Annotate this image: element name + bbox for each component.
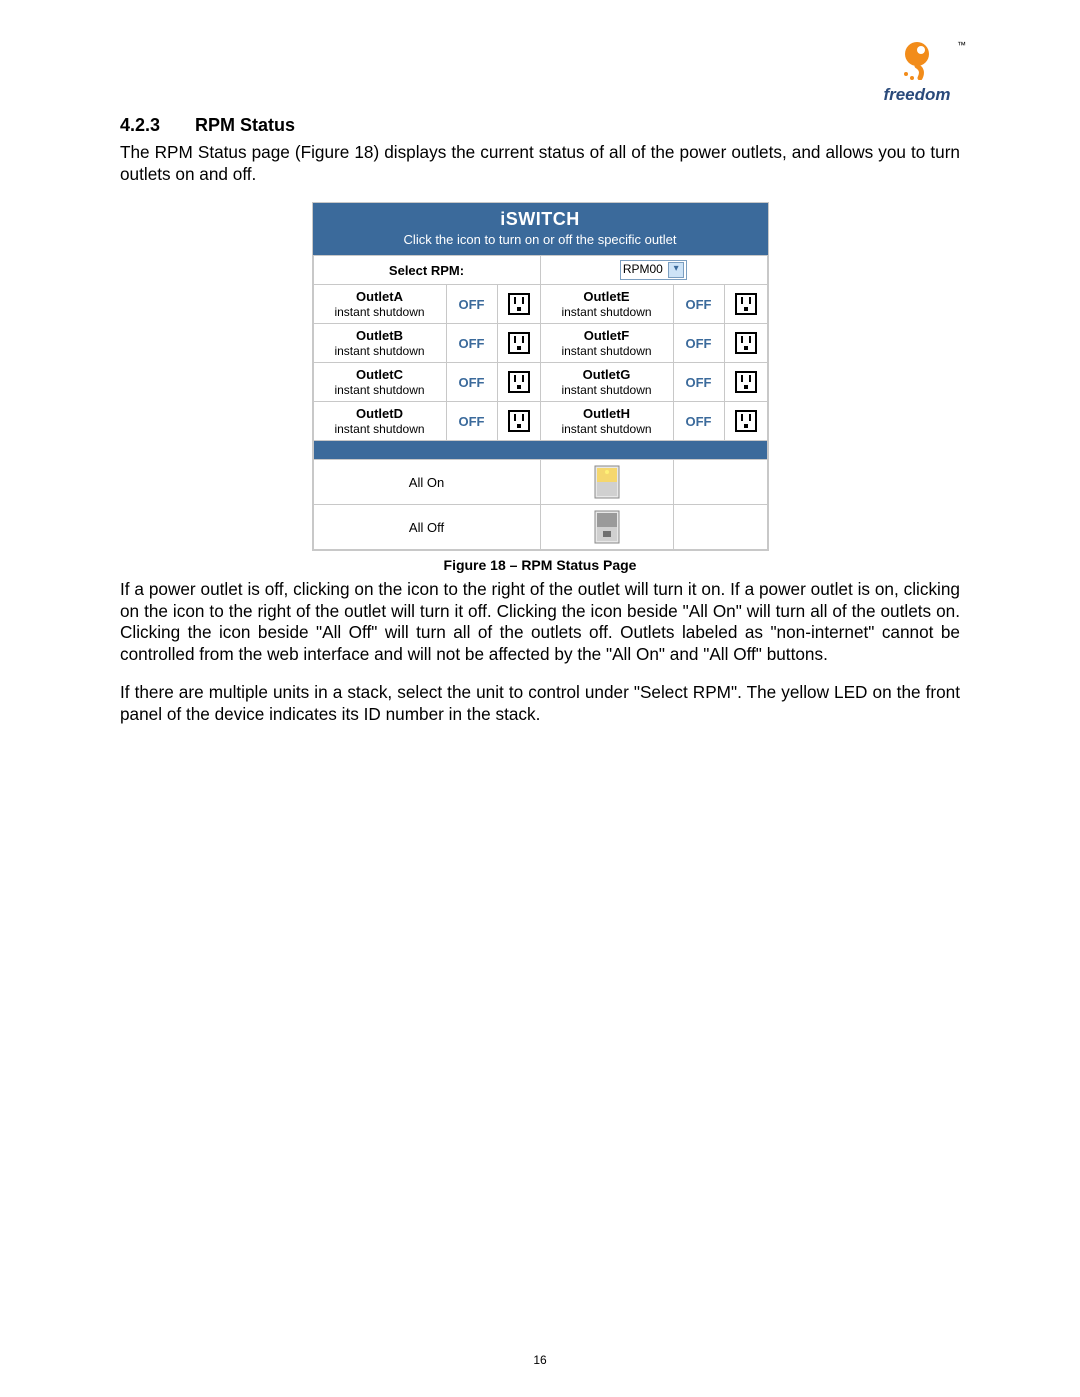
all-off-row: All Off: [313, 505, 767, 550]
all-on-row: All On: [313, 460, 767, 505]
outlet-state: OFF: [446, 324, 497, 363]
outlet-toggle-d[interactable]: [497, 402, 540, 441]
outlet-name: OutletE: [583, 289, 629, 304]
outlet-state: OFF: [673, 363, 724, 402]
section-number: 4.2.3: [120, 115, 190, 136]
figure-wrap: iSWITCH Click the icon to turn on or off…: [120, 202, 960, 573]
outlet-sub: instant shutdown: [561, 383, 651, 397]
outlet-name: OutletH: [583, 406, 630, 421]
outlet-state: OFF: [446, 402, 497, 441]
outlet-grid: Select RPM: RPM00 ▾ OutletAinstant shutd…: [313, 255, 768, 550]
panel-subtitle: Click the icon to turn on or off the spe…: [317, 232, 764, 247]
outlet-sub: instant shutdown: [334, 344, 424, 358]
brand-logo: ™ freedom: [874, 40, 960, 105]
outlet-sub: instant shutdown: [561, 422, 651, 436]
outlet-toggle-f[interactable]: [724, 324, 767, 363]
outlet-sub: instant shutdown: [334, 383, 424, 397]
outlet-toggle-e[interactable]: [724, 285, 767, 324]
outlet-toggle-b[interactable]: [497, 324, 540, 363]
outlet-name: OutletC: [356, 367, 403, 382]
page: ™ freedom 4.2.3 RPM Status The RPM Statu…: [0, 0, 1080, 1397]
paragraph-2: If a power outlet is off, clicking on th…: [120, 579, 960, 665]
outlet-row: OutletCinstant shutdown OFF OutletGinsta…: [313, 363, 767, 402]
outlet-name: OutletB: [356, 328, 403, 343]
outlet-state: OFF: [446, 363, 497, 402]
outlet-toggle-g[interactable]: [724, 363, 767, 402]
logo-9-icon: [900, 40, 934, 85]
all-on-button[interactable]: [540, 460, 673, 505]
outlet-state: OFF: [673, 285, 724, 324]
outlet-toggle-c[interactable]: [497, 363, 540, 402]
select-rpm-label: Select RPM:: [313, 256, 540, 285]
all-on-label: All On: [313, 460, 540, 505]
outlet-sub: instant shutdown: [334, 422, 424, 436]
outlet-row: OutletDinstant shutdown OFF OutletHinsta…: [313, 402, 767, 441]
outlet-state: OFF: [673, 324, 724, 363]
outlet-name: OutletG: [583, 367, 631, 382]
outlet-row: OutletAinstant shutdown OFF OutletEinsta…: [313, 285, 767, 324]
section-heading: 4.2.3 RPM Status: [120, 115, 960, 136]
figure-caption: Figure 18 – RPM Status Page: [120, 557, 960, 573]
select-row: Select RPM: RPM00 ▾: [313, 256, 767, 285]
outlet-name: OutletF: [584, 328, 630, 343]
select-rpm-cell: RPM00 ▾: [540, 256, 767, 285]
all-off-label: All Off: [313, 505, 540, 550]
select-rpm-value: RPM00: [623, 262, 663, 276]
section-title: RPM Status: [195, 115, 295, 135]
outlet-name: OutletA: [356, 289, 403, 304]
trademark-glyph: ™: [957, 40, 966, 50]
page-number: 16: [0, 1353, 1080, 1367]
chevron-down-icon: ▾: [668, 262, 684, 278]
panel-header: iSWITCH Click the icon to turn on or off…: [313, 203, 768, 255]
outlet-toggle-a[interactable]: [497, 285, 540, 324]
outlet-name: OutletD: [356, 406, 403, 421]
outlet-toggle-h[interactable]: [724, 402, 767, 441]
outlet-state: OFF: [446, 285, 497, 324]
select-rpm-dropdown[interactable]: RPM00 ▾: [620, 260, 687, 280]
divider-bar: [313, 441, 767, 460]
outlet-state: OFF: [673, 402, 724, 441]
panel-title: iSWITCH: [317, 209, 764, 230]
outlet-sub: instant shutdown: [561, 344, 651, 358]
outlet-sub: instant shutdown: [561, 305, 651, 319]
outlet-row: OutletBinstant shutdown OFF OutletFinsta…: [313, 324, 767, 363]
all-off-button[interactable]: [540, 505, 673, 550]
iswitch-panel: iSWITCH Click the icon to turn on or off…: [312, 202, 769, 551]
paragraph-3: If there are multiple units in a stack, …: [120, 682, 960, 725]
outlet-sub: instant shutdown: [334, 305, 424, 319]
paragraph-1: The RPM Status page (Figure 18) displays…: [120, 142, 960, 185]
brand-name: freedom: [874, 85, 960, 105]
